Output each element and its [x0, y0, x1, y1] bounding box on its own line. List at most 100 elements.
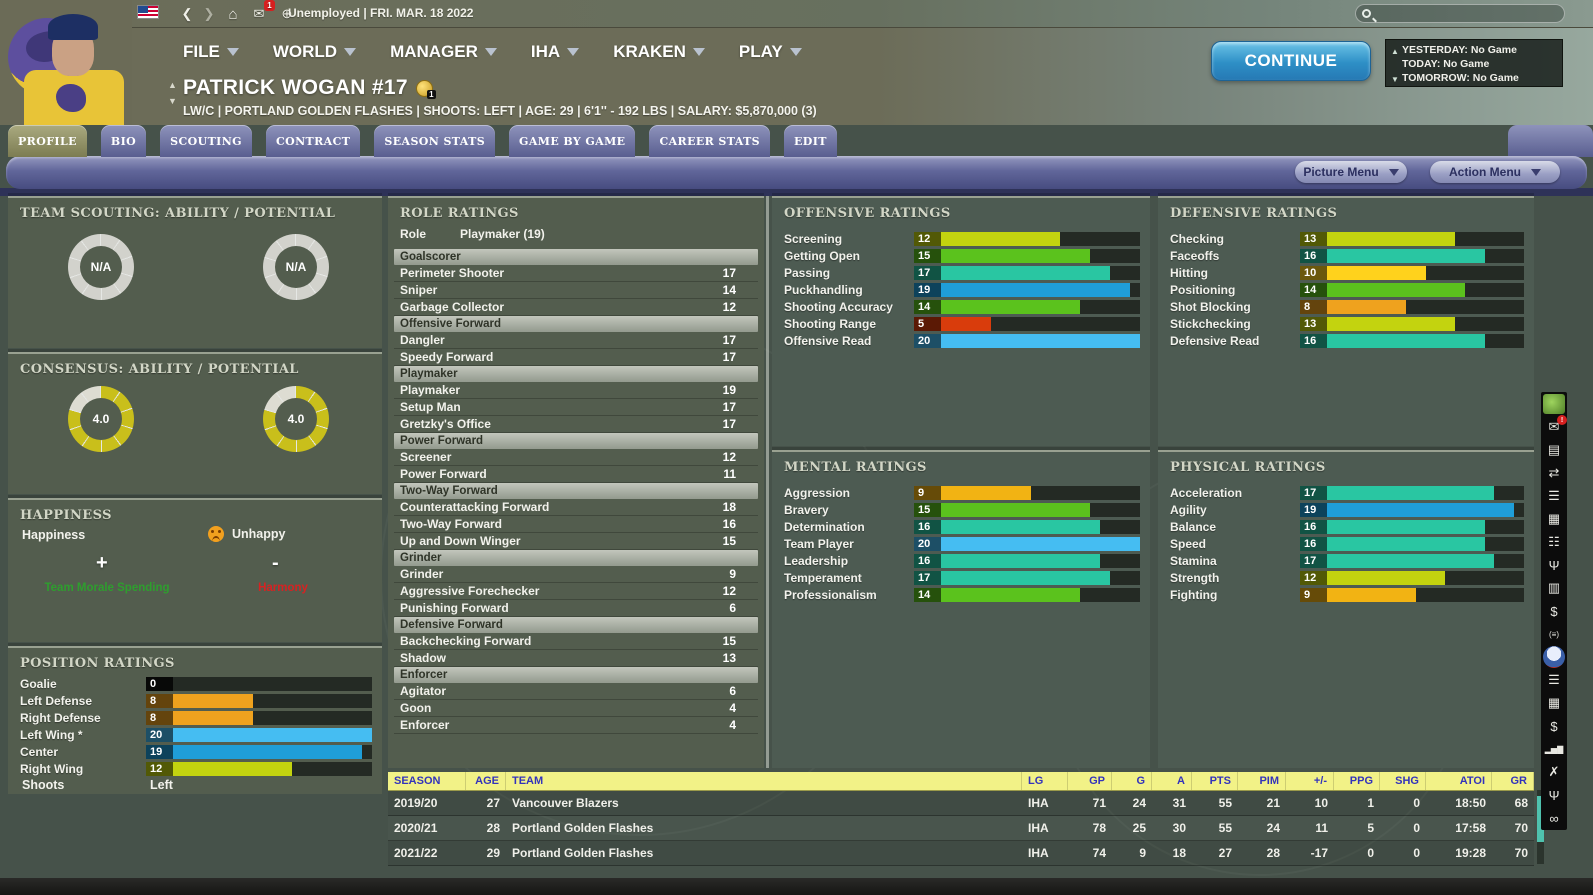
table-cell: 28 [486, 821, 500, 835]
lineup-card-icon[interactable]: ▤ [1547, 442, 1561, 457]
column-header[interactable]: AGE [466, 772, 506, 790]
column-header[interactable]: SHG [1380, 772, 1426, 790]
team-crest-icon[interactable] [1543, 394, 1565, 414]
column-header[interactable]: GR [1492, 772, 1534, 790]
tab-edit[interactable]: EDIT [784, 125, 837, 157]
menu-kraken[interactable]: KRAKEN [613, 42, 705, 62]
role-row: Two-Way Forward 16 [394, 516, 758, 533]
rating-value: 12 [914, 231, 941, 246]
menu-manager[interactable]: MANAGER [390, 42, 497, 62]
role-group-header: Grinder [394, 550, 758, 566]
table-row: 2020/21 28 Portland Golden Flashes IHA 78 25 3… [388, 816, 1534, 841]
rating-value: 16 [914, 519, 941, 534]
role-row: Shadow 13 [394, 650, 758, 667]
trophy-icon[interactable]: Ψ [1548, 557, 1560, 573]
rating-label: Shot Blocking [1170, 299, 1251, 314]
rating-row: Center 19 [20, 744, 372, 759]
home-icon[interactable]: ⌂ [228, 5, 238, 23]
role-group-header: Goalscorer [394, 249, 758, 265]
column-header[interactable]: ATOI [1426, 772, 1492, 790]
rating-bar [173, 693, 372, 708]
search-input[interactable] [1355, 4, 1565, 23]
table-row: 2021/22 29 Portland Golden Flashes IHA 74 9 18… [388, 841, 1534, 866]
prev-day-icon[interactable]: ▲ [1391, 47, 1399, 56]
role-name: Counterattacking Forward [400, 500, 550, 514]
transactions-icon[interactable]: ⇄ [1548, 465, 1560, 480]
rating-donut: 4.0 [68, 386, 134, 452]
tab-contract[interactable]: CONTRACT [265, 125, 361, 157]
tab-season-stats[interactable]: SEASON STATS [374, 125, 496, 157]
tactics-icon[interactable]: (≡) [1549, 629, 1559, 639]
column-header[interactable]: GP [1068, 772, 1112, 790]
forward-icon[interactable]: ❯ [203, 6, 215, 21]
rating-row: Bravery 15 [784, 502, 1140, 517]
finance-icon[interactable]: $ [1550, 718, 1558, 734]
table-cell: 70 [1514, 846, 1528, 860]
role-row: Backchecking Forward 15 [394, 633, 758, 650]
action-menu-button[interactable]: Action Menu [1430, 161, 1560, 183]
table-scrollbar[interactable] [1537, 790, 1544, 864]
positive-factors-sign: + [96, 552, 108, 574]
player-cycle-arrows[interactable]: ▲ ▼ [168, 80, 177, 106]
tab-game-by-game[interactable]: GAME BY GAME [509, 125, 636, 157]
menu-world[interactable]: WORLD [273, 42, 357, 62]
column-header[interactable]: LG [1022, 772, 1068, 790]
tab-profile[interactable]: PROFILE [8, 125, 87, 157]
schedule-box: ▲ YESTERDAY: No Game TODAY: No Game ▼ TO… [1385, 39, 1563, 87]
menu-play[interactable]: PLAY [739, 42, 802, 62]
table-cell: 68 [1514, 796, 1528, 810]
role-row: Setup Man 17 [394, 399, 758, 416]
column-header[interactable]: TEAM [506, 772, 1022, 790]
column-header[interactable]: SEASON [388, 772, 466, 790]
role-scrollbar[interactable] [766, 196, 769, 768]
rating-row: Checking 13 [1170, 231, 1524, 246]
next-day-icon[interactable]: ▼ [1391, 75, 1399, 84]
staff-icon[interactable]: ☷ [1548, 534, 1560, 549]
menu-iha[interactable]: IHA [531, 42, 580, 62]
report-icon[interactable]: ▥ [1547, 580, 1561, 595]
team-link[interactable]: Vancouver Blazers [512, 796, 619, 810]
column-header[interactable]: +/- [1286, 772, 1334, 790]
tab-career-stats[interactable]: CAREER STATS [649, 125, 771, 157]
mail-icon[interactable]: ✉ 1 [248, 0, 275, 25]
chevron-down-icon [1531, 168, 1541, 176]
globe-icon[interactable]: ⊕ [281, 6, 293, 21]
back-icon[interactable]: ❮ [181, 6, 193, 21]
league-logo-icon[interactable] [1543, 646, 1565, 668]
awards-trophy-icon[interactable]: Ψ [1548, 787, 1560, 803]
goggles-icon[interactable]: ∞ [1549, 810, 1559, 826]
rating-row: Positioning 14 [1170, 282, 1524, 297]
crossed-sticks-icon[interactable]: ✗ [1548, 764, 1560, 779]
table-cell: 9 [1139, 846, 1146, 860]
column-header[interactable]: PIM [1238, 772, 1286, 790]
rating-label: Goalie [20, 676, 57, 691]
search-icon [1362, 9, 1371, 18]
column-header[interactable]: G [1112, 772, 1152, 790]
chevron-down-icon [567, 48, 580, 56]
role-name: Goon [400, 701, 432, 715]
table-cell: 78 [1092, 821, 1106, 835]
team-link[interactable]: Portland Golden Flashes [512, 846, 654, 860]
continue-button[interactable]: CONTINUE [1211, 41, 1371, 81]
team-link[interactable]: Portland Golden Flashes [512, 821, 654, 835]
column-header[interactable]: A [1152, 772, 1192, 790]
column-header[interactable]: PTS [1192, 772, 1238, 790]
tab-bio[interactable]: BIO [100, 125, 147, 157]
tab-scouting[interactable]: SCOUTING [160, 125, 252, 157]
contracts-icon[interactable]: $ [1550, 603, 1558, 619]
calendar-icon[interactable]: ▦ [1547, 511, 1561, 526]
rating-label: Defensive Read [1170, 333, 1260, 348]
column-header[interactable]: PPG [1334, 772, 1380, 790]
picture-menu-button[interactable]: Picture Menu [1295, 161, 1407, 183]
menu-file[interactable]: FILE [183, 42, 239, 62]
table-cell: 2020/21 [394, 821, 438, 835]
inbox-icon[interactable]: ✉! [1543, 415, 1567, 437]
league-list-icon[interactable]: ☰ [1548, 672, 1560, 687]
rating-row: Acceleration 17 [1170, 485, 1524, 500]
table-cell: 28 [1266, 846, 1280, 860]
rating-row: Professionalism 14 [784, 587, 1140, 602]
depth-chart-icon[interactable]: ☰ [1548, 488, 1560, 503]
rating-label: Stamina [1170, 553, 1217, 568]
stats-chart-icon[interactable]: ▂▅▇ [1544, 744, 1564, 754]
league-schedule-icon[interactable]: ▦ [1547, 695, 1561, 710]
